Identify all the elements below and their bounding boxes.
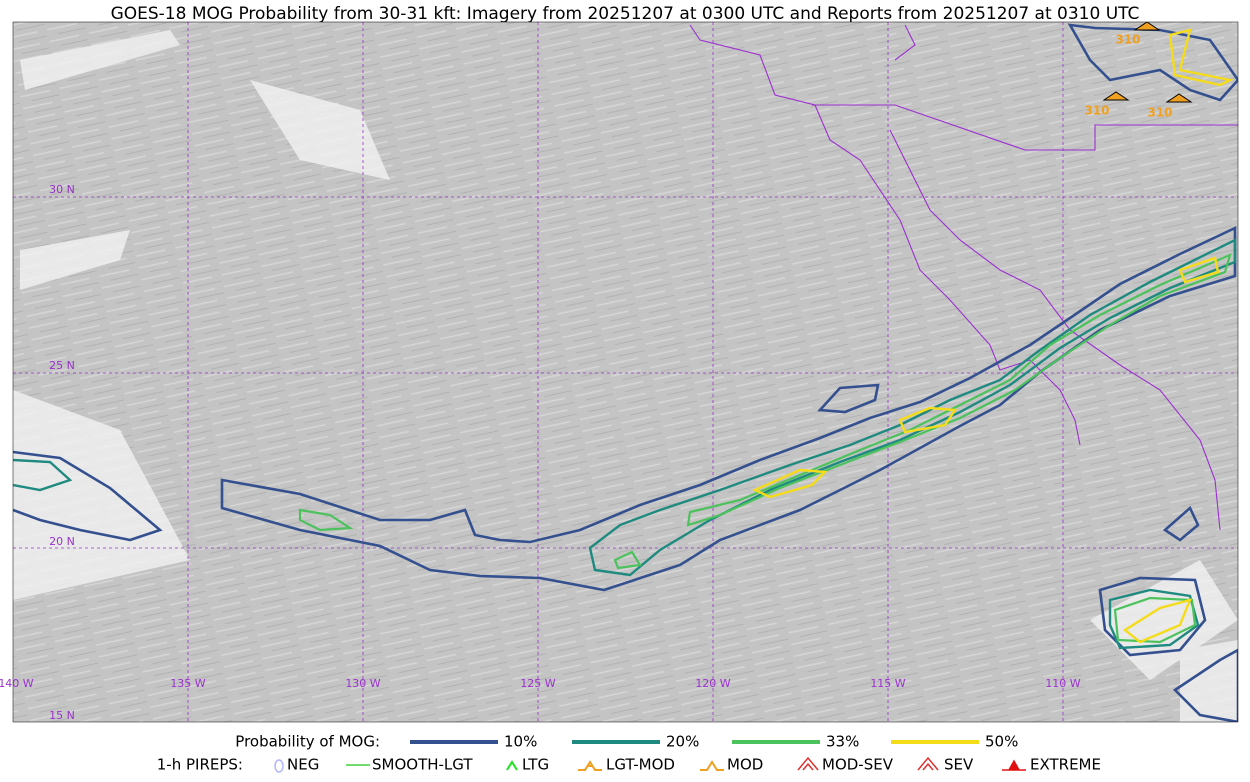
legend-item: 10% bbox=[504, 733, 537, 751]
latitude-label: 20 N bbox=[49, 535, 75, 548]
longitude-label: 130 W bbox=[345, 677, 380, 690]
longitude-label: 115 W bbox=[870, 677, 905, 690]
latitude-label: 15 N bbox=[49, 709, 75, 722]
pirep-icon bbox=[700, 760, 724, 771]
longitude-label: 135 W bbox=[170, 677, 205, 690]
title: GOES-18 MOG Probability from 30-31 kft: … bbox=[111, 4, 1140, 24]
legend-item: MOD bbox=[727, 756, 763, 774]
longitude-label: 120 W bbox=[695, 677, 730, 690]
pirep-icon bbox=[274, 759, 284, 773]
legend-item: SMOOTH-LGT bbox=[372, 756, 473, 774]
pirep-icon bbox=[1002, 759, 1026, 771]
pirep-icon bbox=[506, 760, 518, 771]
report-altitude: 310 bbox=[1084, 104, 1109, 118]
report-altitude: 310 bbox=[1147, 106, 1172, 120]
legend-item: NEG bbox=[287, 756, 319, 774]
report-altitude: 310 bbox=[1115, 33, 1140, 47]
legend-item: 33% bbox=[826, 733, 859, 751]
satellite-imagery bbox=[13, 22, 1238, 722]
pirep-icon bbox=[917, 756, 939, 771]
legend-item: EXTREME bbox=[1030, 756, 1101, 774]
latitude-label: 30 N bbox=[49, 183, 75, 196]
legend-item: 20% bbox=[666, 733, 699, 751]
longitude-label: 110 W bbox=[1045, 677, 1080, 690]
legend-label: 1-h PIREPS: bbox=[157, 756, 243, 774]
latitude-label: 25 N bbox=[49, 359, 75, 372]
legend-label: Probability of MOG: bbox=[235, 733, 380, 751]
longitude-label: 140 W bbox=[0, 677, 34, 690]
pirep-icon bbox=[797, 756, 819, 771]
cloud-streaks bbox=[13, 30, 1238, 722]
pirep-symbols bbox=[1102, 22, 1193, 103]
pirep-icon bbox=[578, 760, 602, 771]
legend-item: 50% bbox=[985, 733, 1018, 751]
graticule bbox=[13, 22, 1238, 722]
longitude-label: 125 W bbox=[520, 677, 555, 690]
legend-item: LTG bbox=[522, 756, 549, 774]
map-frame bbox=[12, 21, 1239, 723]
legend-item: LGT-MOD bbox=[606, 756, 675, 774]
legend-item: SEV bbox=[944, 756, 974, 774]
legend: Probability of MOG: 10% 20% 33% 50% 1-h PIREP… bbox=[157, 733, 1101, 774]
legend-item: MOD-SEV bbox=[822, 756, 894, 774]
map: 310 310 310 bbox=[13, 22, 1238, 722]
